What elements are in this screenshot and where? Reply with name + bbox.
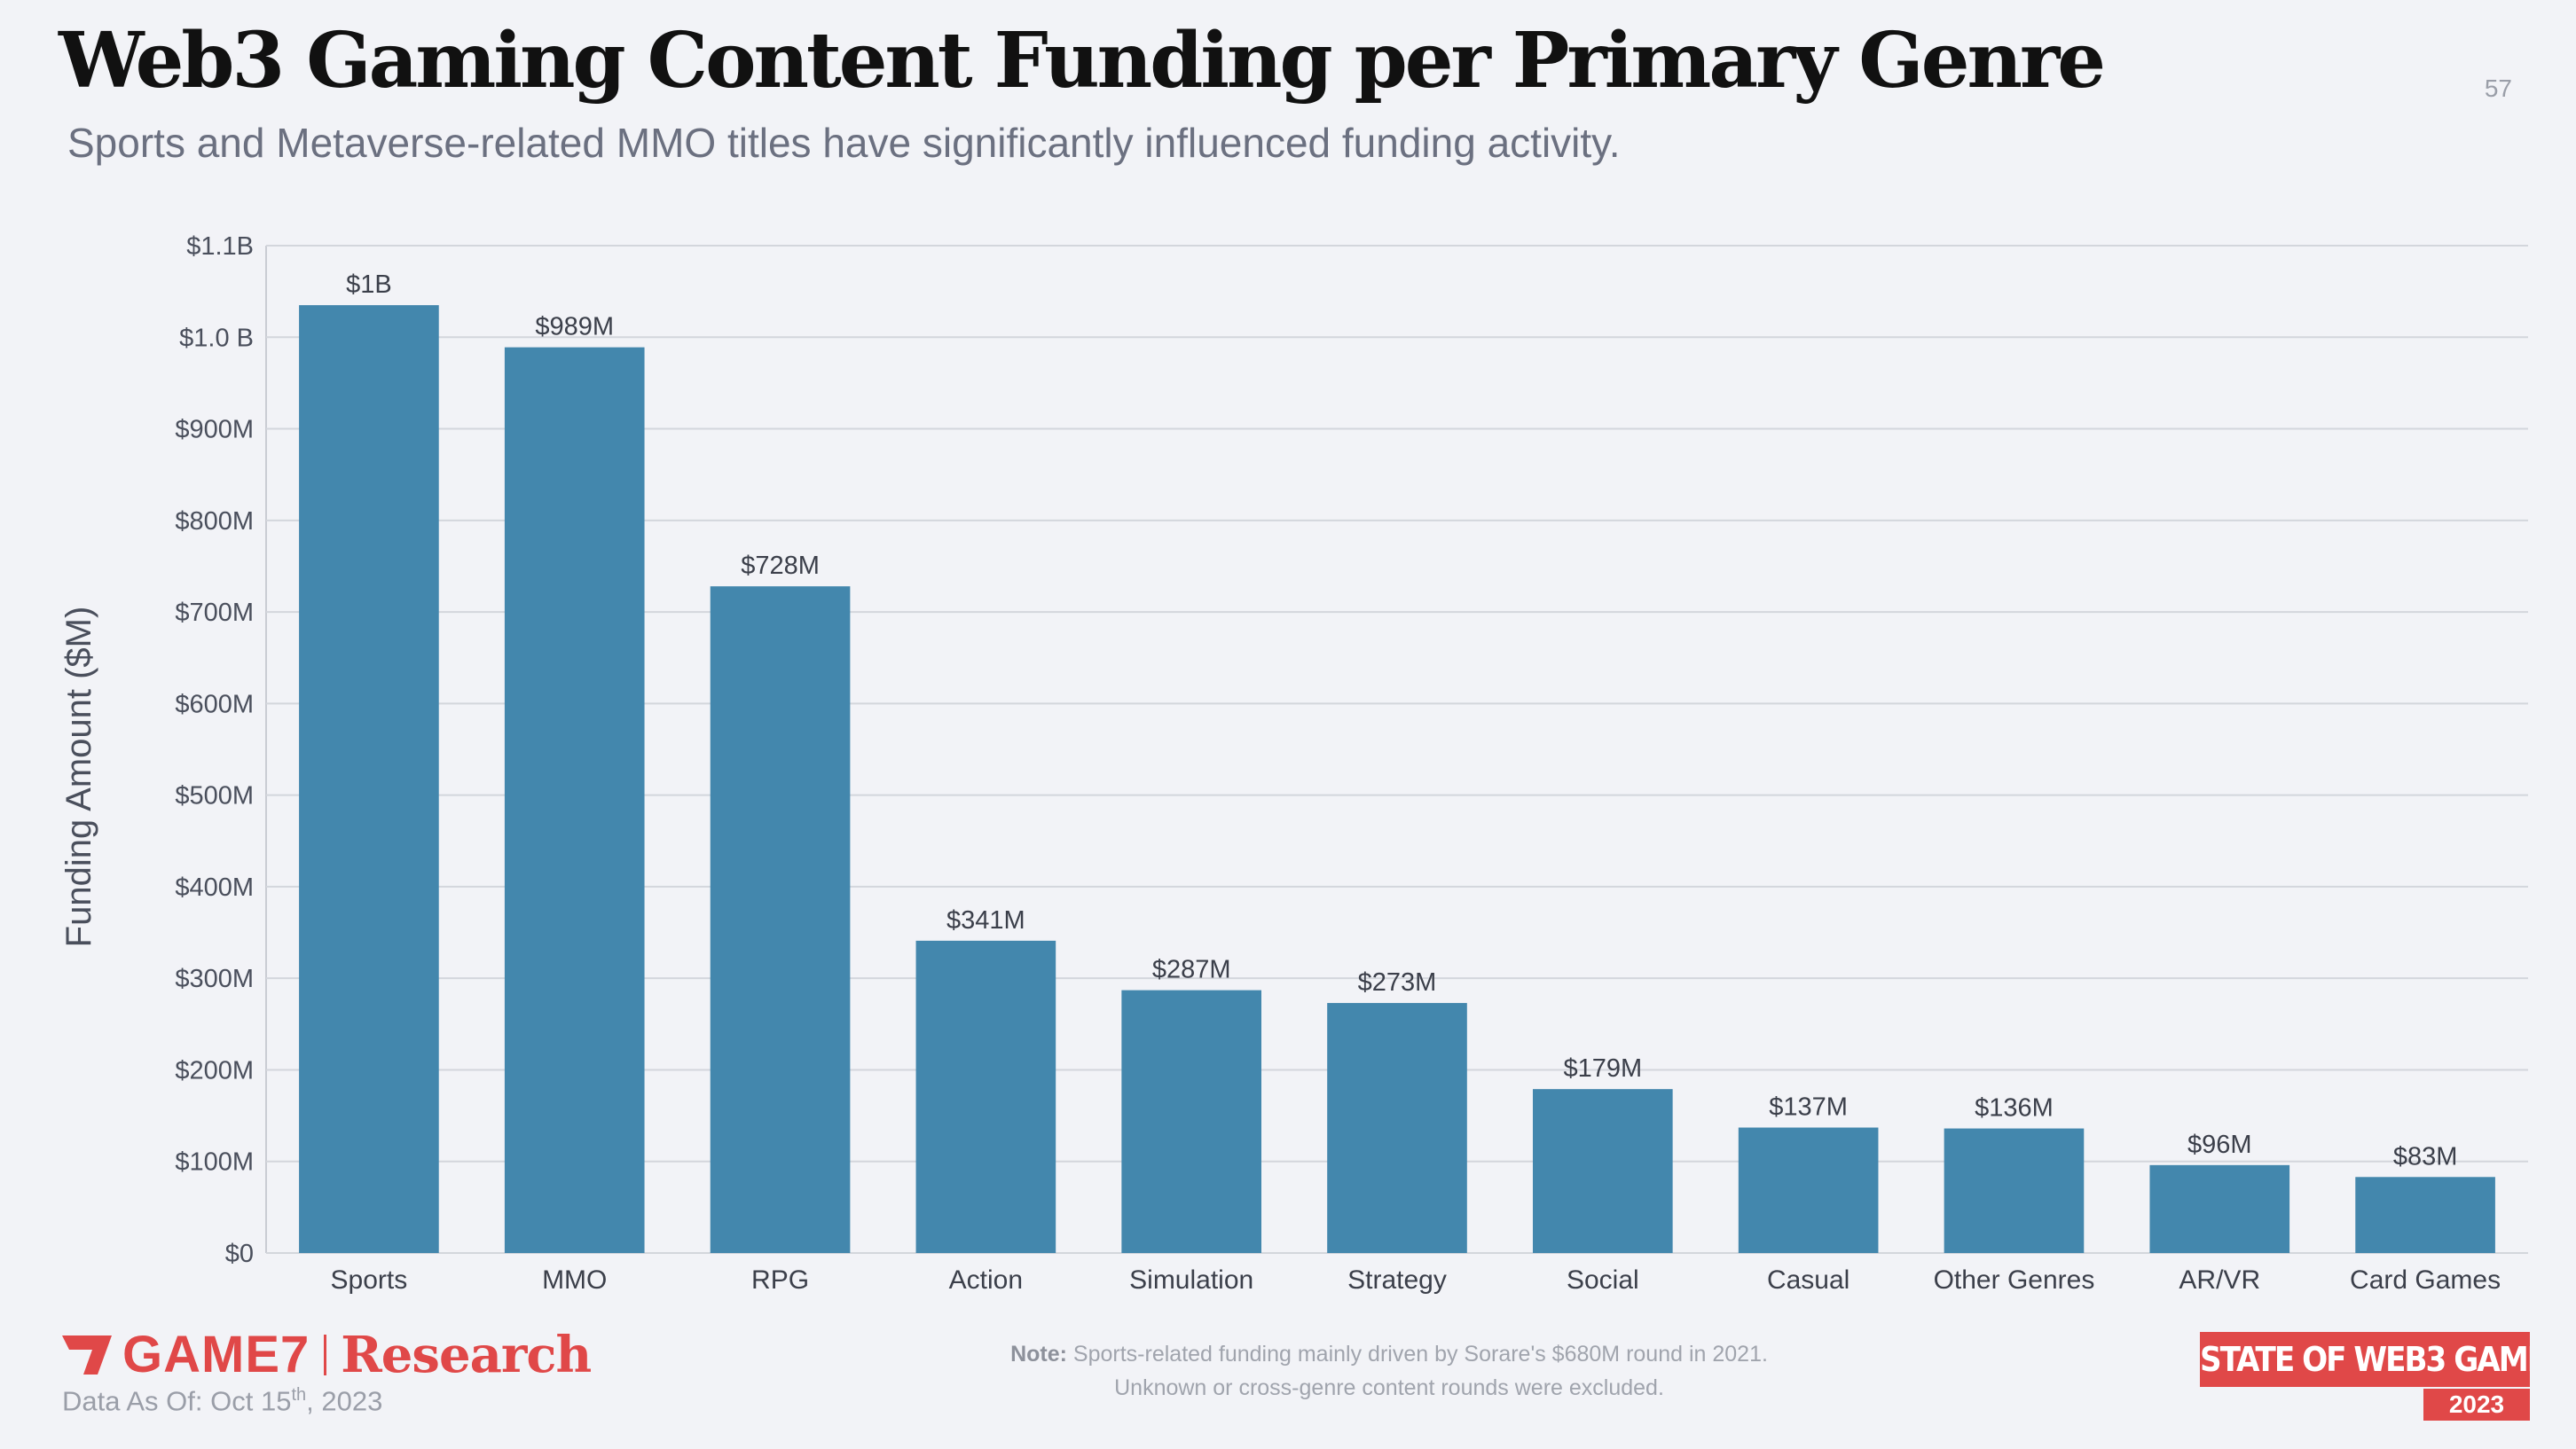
footnote: Note: Sports-related funding mainly driv… <box>1008 1337 1771 1405</box>
y-tick-label: $300M <box>175 965 254 993</box>
y-tick-label: $1.1B <box>186 232 254 261</box>
bar-value-label: $83M <box>2393 1142 2458 1171</box>
y-tick-label: $500M <box>175 782 254 811</box>
y-tick-label: $900M <box>175 416 254 444</box>
bar-value-label: $341M <box>946 906 1025 935</box>
y-tick-label: $400M <box>175 873 254 902</box>
bar-value-label: $179M <box>1563 1054 1642 1083</box>
bar <box>1121 990 1261 1253</box>
state-of-web3-gaming-badge: STATE OF WEB3 GAMING 2023 <box>2200 1332 2530 1421</box>
y-axis-label: Funding Amount ($M) <box>59 607 98 948</box>
note-label: Note: <box>1010 1342 1067 1367</box>
x-category-label: Card Games <box>2350 1265 2501 1295</box>
x-category-label: MMO <box>542 1265 607 1295</box>
chart-bars <box>299 305 2495 1254</box>
bar-value-label: $136M <box>1975 1094 2054 1123</box>
y-tick-label: $1.0 B <box>179 324 254 352</box>
bar-value-label: $728M <box>741 552 820 580</box>
y-tick-label: $800M <box>175 507 254 536</box>
bar <box>1738 1127 1879 1253</box>
bar <box>1327 1003 1467 1253</box>
bar <box>299 305 439 1254</box>
y-axis-ticks: $0 $100M $200M $300M $400M $500M $600M $700M $80… <box>175 232 254 1268</box>
bar <box>915 940 1056 1253</box>
y-tick-label: $700M <box>175 599 254 627</box>
bar <box>2149 1164 2290 1253</box>
y-tick-label: $0 <box>225 1240 254 1268</box>
chart-data-labels: $1B $989M $728M $341M $287M $273M $179M $137M $1… <box>346 270 2457 1171</box>
x-category-label: Other Genres <box>1934 1265 2095 1295</box>
y-tick-label: $600M <box>175 690 254 718</box>
x-category-label: Action <box>949 1265 1023 1295</box>
bar <box>710 586 851 1253</box>
bar-value-label: $273M <box>1358 968 1437 997</box>
y-tick-label: $200M <box>175 1056 254 1085</box>
page-number: 57 <box>2484 74 2512 102</box>
brand-name: GAME7 <box>122 1326 310 1383</box>
bar <box>1944 1128 2085 1253</box>
bar-value-label: $287M <box>1152 956 1231 984</box>
badge-year: 2023 <box>2423 1389 2530 1421</box>
page-title: Web3 Gaming Content Funding per Primary … <box>59 16 2106 106</box>
x-category-label: Casual <box>1767 1265 1850 1295</box>
bar-value-label: $1B <box>346 270 392 299</box>
game7-research-logo: GAME7 Research <box>62 1325 592 1384</box>
bar-value-label: $137M <box>1769 1093 1848 1122</box>
bar-value-label: $989M <box>535 313 614 341</box>
x-category-label: Strategy <box>1347 1265 1447 1295</box>
x-category-label: AR/VR <box>2179 1265 2260 1295</box>
x-category-label: Social <box>1567 1265 1639 1295</box>
bar-value-label: $96M <box>2187 1131 2252 1159</box>
x-axis-categories: Sports MMO RPG Action Simulation Strategy Soci… <box>331 1265 2501 1295</box>
x-category-label: RPG <box>751 1265 809 1295</box>
note-line-1: Sports-related funding mainly driven by … <box>1072 1342 1768 1367</box>
brand-research: Research <box>341 1325 592 1384</box>
note-line-2: Unknown or cross-genre content rounds we… <box>1114 1375 1664 1400</box>
game7-mark-icon <box>62 1335 112 1375</box>
x-category-label: Sports <box>331 1265 408 1295</box>
y-tick-label: $100M <box>175 1148 254 1177</box>
brand-separator <box>324 1334 327 1375</box>
data-as-of: Data As Of: Oct 15th, 2023 <box>62 1385 383 1417</box>
bar <box>1533 1089 1673 1253</box>
bar <box>2355 1177 2495 1253</box>
badge-text: STATE OF WEB3 GAMING <box>2200 1332 2530 1387</box>
bar-chart: $0 $100M $200M $300M $400M $500M $600M $700M $80… <box>59 232 2528 1295</box>
x-category-label: Simulation <box>1129 1265 1253 1295</box>
bar <box>504 347 645 1254</box>
page-subtitle: Sports and Metaverse-related MMO titles … <box>67 120 1621 166</box>
